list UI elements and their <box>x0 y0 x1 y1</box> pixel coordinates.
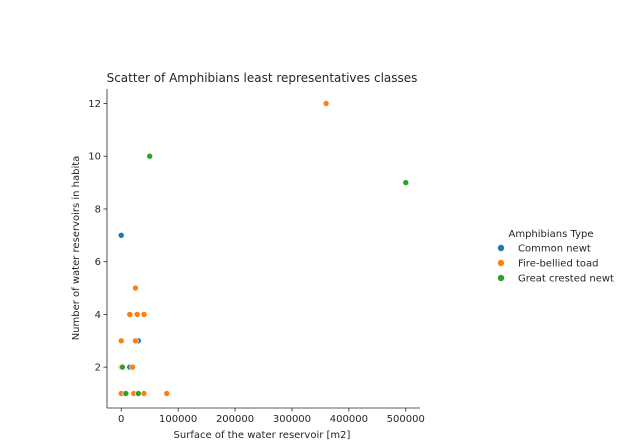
x-tick-label: 200000 <box>216 414 254 425</box>
x-ticks: 0 100000 200000 300000 400000 500000 <box>118 408 425 425</box>
data-point-series-1 <box>129 363 136 371</box>
x-tick-label: 400000 <box>330 414 368 425</box>
y-tick-label: 12 <box>88 99 101 110</box>
x-axis-label: Surface of the water reservoir [m2] <box>174 430 351 441</box>
y-tick-label: 8 <box>95 204 101 215</box>
data-point-series-1 <box>322 100 330 107</box>
y-tick-label: 4 <box>95 310 101 321</box>
x-tick-label: 100000 <box>159 414 197 425</box>
legend: Amphibians Type Common newt Fire-bellied … <box>497 229 614 285</box>
data-point-series-2 <box>146 152 153 160</box>
legend-label: Great crested newt <box>518 274 614 285</box>
data-point-series-0 <box>117 232 125 239</box>
x-tick-label: 500000 <box>387 414 425 425</box>
data-point-series-1 <box>132 337 139 345</box>
data-point-series-2 <box>402 179 410 186</box>
data-point-series-1 <box>133 311 141 318</box>
y-tick-label: 6 <box>95 257 101 268</box>
data-point-series-2 <box>122 390 130 397</box>
legend-label: Fire-bellied toad <box>518 259 598 270</box>
legend-label: Common newt <box>518 244 591 255</box>
data-point-series-1 <box>140 390 148 397</box>
legend-title: Amphibians Type <box>509 229 594 240</box>
x-tick-label: 300000 <box>273 414 311 425</box>
legend-marker <box>497 244 505 252</box>
legend-marker <box>497 259 505 267</box>
plot-area <box>106 89 420 409</box>
data-point-series-1 <box>132 284 139 292</box>
x-tick-label: 0 <box>118 414 124 425</box>
data-point-series-2 <box>119 363 126 371</box>
y-ticks: 2 4 6 8 10 12 <box>88 99 107 374</box>
y-tick-label: 10 <box>88 152 101 163</box>
data-point-series-1 <box>126 311 134 318</box>
data-points <box>117 100 410 397</box>
data-point-series-2 <box>135 390 142 397</box>
legend-marker <box>497 274 505 282</box>
data-point-series-1 <box>140 311 148 318</box>
y-tick-label: 2 <box>95 363 101 374</box>
chart-title: Scatter of Amphibians least representati… <box>107 71 418 85</box>
legend-entries: Common newt Fire-bellied toad Great creste… <box>497 244 614 285</box>
data-point-series-1 <box>117 337 125 345</box>
data-point-series-1 <box>163 390 171 397</box>
y-axis-label: Number of water reservoirs in habita <box>71 156 82 341</box>
